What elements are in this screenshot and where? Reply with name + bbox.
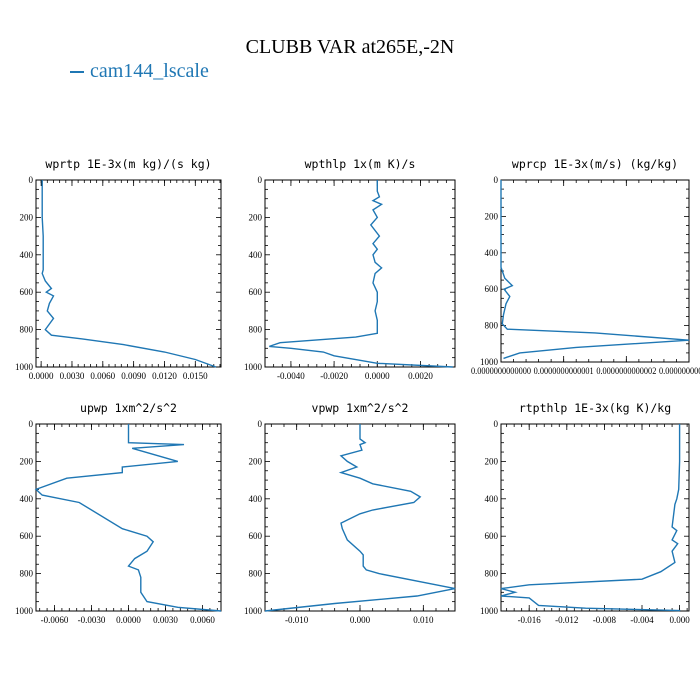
x-tick-label: 0.0150 [183, 371, 208, 381]
series-line-cam144_lscale [41, 180, 217, 368]
x-tick-label: 0.0090 [121, 371, 146, 381]
y-tick-label: 200 [20, 456, 34, 466]
panel-title: wpthlp 1x(m K)/s [305, 157, 416, 171]
y-tick-label: 0 [29, 175, 34, 185]
panel-4: upwp 1xm^2/s^2 0 200 400 600 800 1000 -0.0060 -0… [15, 401, 222, 625]
y-tick-label: 0 [258, 419, 263, 429]
plot-frame [35, 423, 222, 612]
y-tick-label: 800 [20, 569, 34, 579]
y-tick-label: 1000 [480, 357, 499, 367]
x-tick-label: 0.0000000000002 [596, 366, 656, 376]
series-line-cam144_lscale [264, 424, 456, 612]
panel-1: wprtp 1E-3x(m kg)/(s kg) 0 200 400 600 800 100… [15, 157, 222, 381]
panel-3: wprcp 1E-3x(m/s) (kg/kg) 0 200 400 600 800 100… [471, 157, 700, 376]
x-tick-label: -0.016 [518, 615, 542, 625]
y-tick-label: 400 [20, 494, 34, 504]
y-tick-label: 400 [249, 494, 263, 504]
legend-line-swatch [70, 71, 84, 74]
y-tick-label: 800 [485, 569, 499, 579]
legend: cam144_lscale [70, 60, 209, 83]
y-tick-label: 800 [20, 325, 34, 335]
x-tick-label: -0.010 [285, 615, 309, 625]
panel-2: wpthlp 1x(m K)/s 0 200 400 600 800 1000 -0.0040… [244, 157, 456, 381]
y-tick-label: 600 [249, 531, 263, 541]
y-tick-label: 600 [249, 287, 263, 297]
y-tick-label: 1000 [244, 362, 263, 372]
panel-5: vpwp 1xm^2/s^2 0 200 400 600 800 1000 -0.010 0.0… [244, 401, 456, 625]
series-line-cam144_lscale [34, 424, 222, 612]
x-tick-label: 0.0000000000001 [534, 366, 594, 376]
panel-title: wprtp 1E-3x(m kg)/(s kg) [45, 157, 211, 171]
plot-frame [35, 179, 222, 368]
y-tick-label: 800 [249, 325, 263, 335]
x-tick-label: -0.0040 [277, 371, 305, 381]
x-tick-label: -0.0030 [78, 615, 106, 625]
plot-frame [264, 179, 456, 368]
x-tick-label: 0.0020 [408, 371, 433, 381]
y-tick-label: 200 [249, 212, 263, 222]
y-tick-label: 1000 [244, 606, 263, 616]
y-tick-label: 600 [20, 287, 34, 297]
y-tick-label: 0 [494, 175, 499, 185]
x-tick-label: 0.000 [350, 615, 371, 625]
y-tick-label: 0 [29, 419, 34, 429]
y-tick-label: 800 [485, 321, 499, 331]
panel-title: rtpthlp 1E-3x(kg K)/kg [519, 401, 671, 415]
series-line-cam144_lscale [269, 180, 453, 368]
page-title: CLUBB VAR at265E,-2N [245, 36, 455, 58]
y-tick-label: 200 [485, 456, 499, 466]
series-line-cam144_lscale [500, 424, 681, 612]
legend-label: cam144_lscale [90, 60, 209, 82]
x-tick-label: 0.0000 [29, 371, 54, 381]
x-tick-label: -0.004 [630, 615, 654, 625]
y-tick-label: 400 [485, 248, 499, 258]
x-tick-label: -0.008 [593, 615, 617, 625]
x-tick-label: 0.0000000000003 [659, 366, 700, 376]
panel-title: vpwp 1xm^2/s^2 [312, 401, 409, 415]
panel-title: wprcp 1E-3x(m/s) (kg/kg) [512, 157, 678, 171]
y-tick-label: 1000 [15, 606, 34, 616]
x-tick-label: 0.000 [669, 615, 690, 625]
x-tick-label: -0.0060 [41, 615, 69, 625]
y-tick-label: 200 [249, 456, 263, 466]
x-tick-label: 0.010 [413, 615, 434, 625]
y-tick-label: 800 [249, 569, 263, 579]
y-tick-label: 600 [485, 531, 499, 541]
panel-6: rtpthlp 1E-3x(kg K)/kg 0 200 400 600 800 1000 -… [480, 401, 690, 625]
panel-title: upwp 1xm^2/s^2 [80, 401, 177, 415]
y-tick-label: 400 [249, 250, 263, 260]
x-tick-label: 0.0000 [365, 371, 390, 381]
plot-frame [500, 423, 690, 612]
x-tick-label: -0.012 [555, 615, 578, 625]
y-tick-label: 0 [494, 419, 499, 429]
y-tick-label: 600 [20, 531, 34, 541]
y-tick-label: 400 [485, 494, 499, 504]
x-tick-label: -0.0020 [320, 371, 348, 381]
x-tick-label: 0.0000000000000 [471, 366, 531, 376]
y-tick-label: 1000 [15, 362, 34, 372]
y-tick-label: 400 [20, 250, 34, 260]
x-tick-label: 0.0030 [60, 371, 85, 381]
y-tick-label: 200 [485, 211, 499, 221]
x-tick-label: 0.0060 [190, 615, 215, 625]
x-tick-label: 0.0030 [153, 615, 178, 625]
x-tick-label: 0.0120 [152, 371, 177, 381]
y-tick-label: 0 [258, 175, 263, 185]
plot-frame [500, 179, 690, 363]
x-tick-label: 0.0060 [90, 371, 115, 381]
x-tick-label: 0.0000 [116, 615, 141, 625]
y-tick-label: 600 [485, 284, 499, 294]
y-tick-label: 1000 [480, 606, 499, 616]
series-line-cam144_lscale [500, 180, 690, 360]
y-tick-label: 200 [20, 212, 34, 222]
